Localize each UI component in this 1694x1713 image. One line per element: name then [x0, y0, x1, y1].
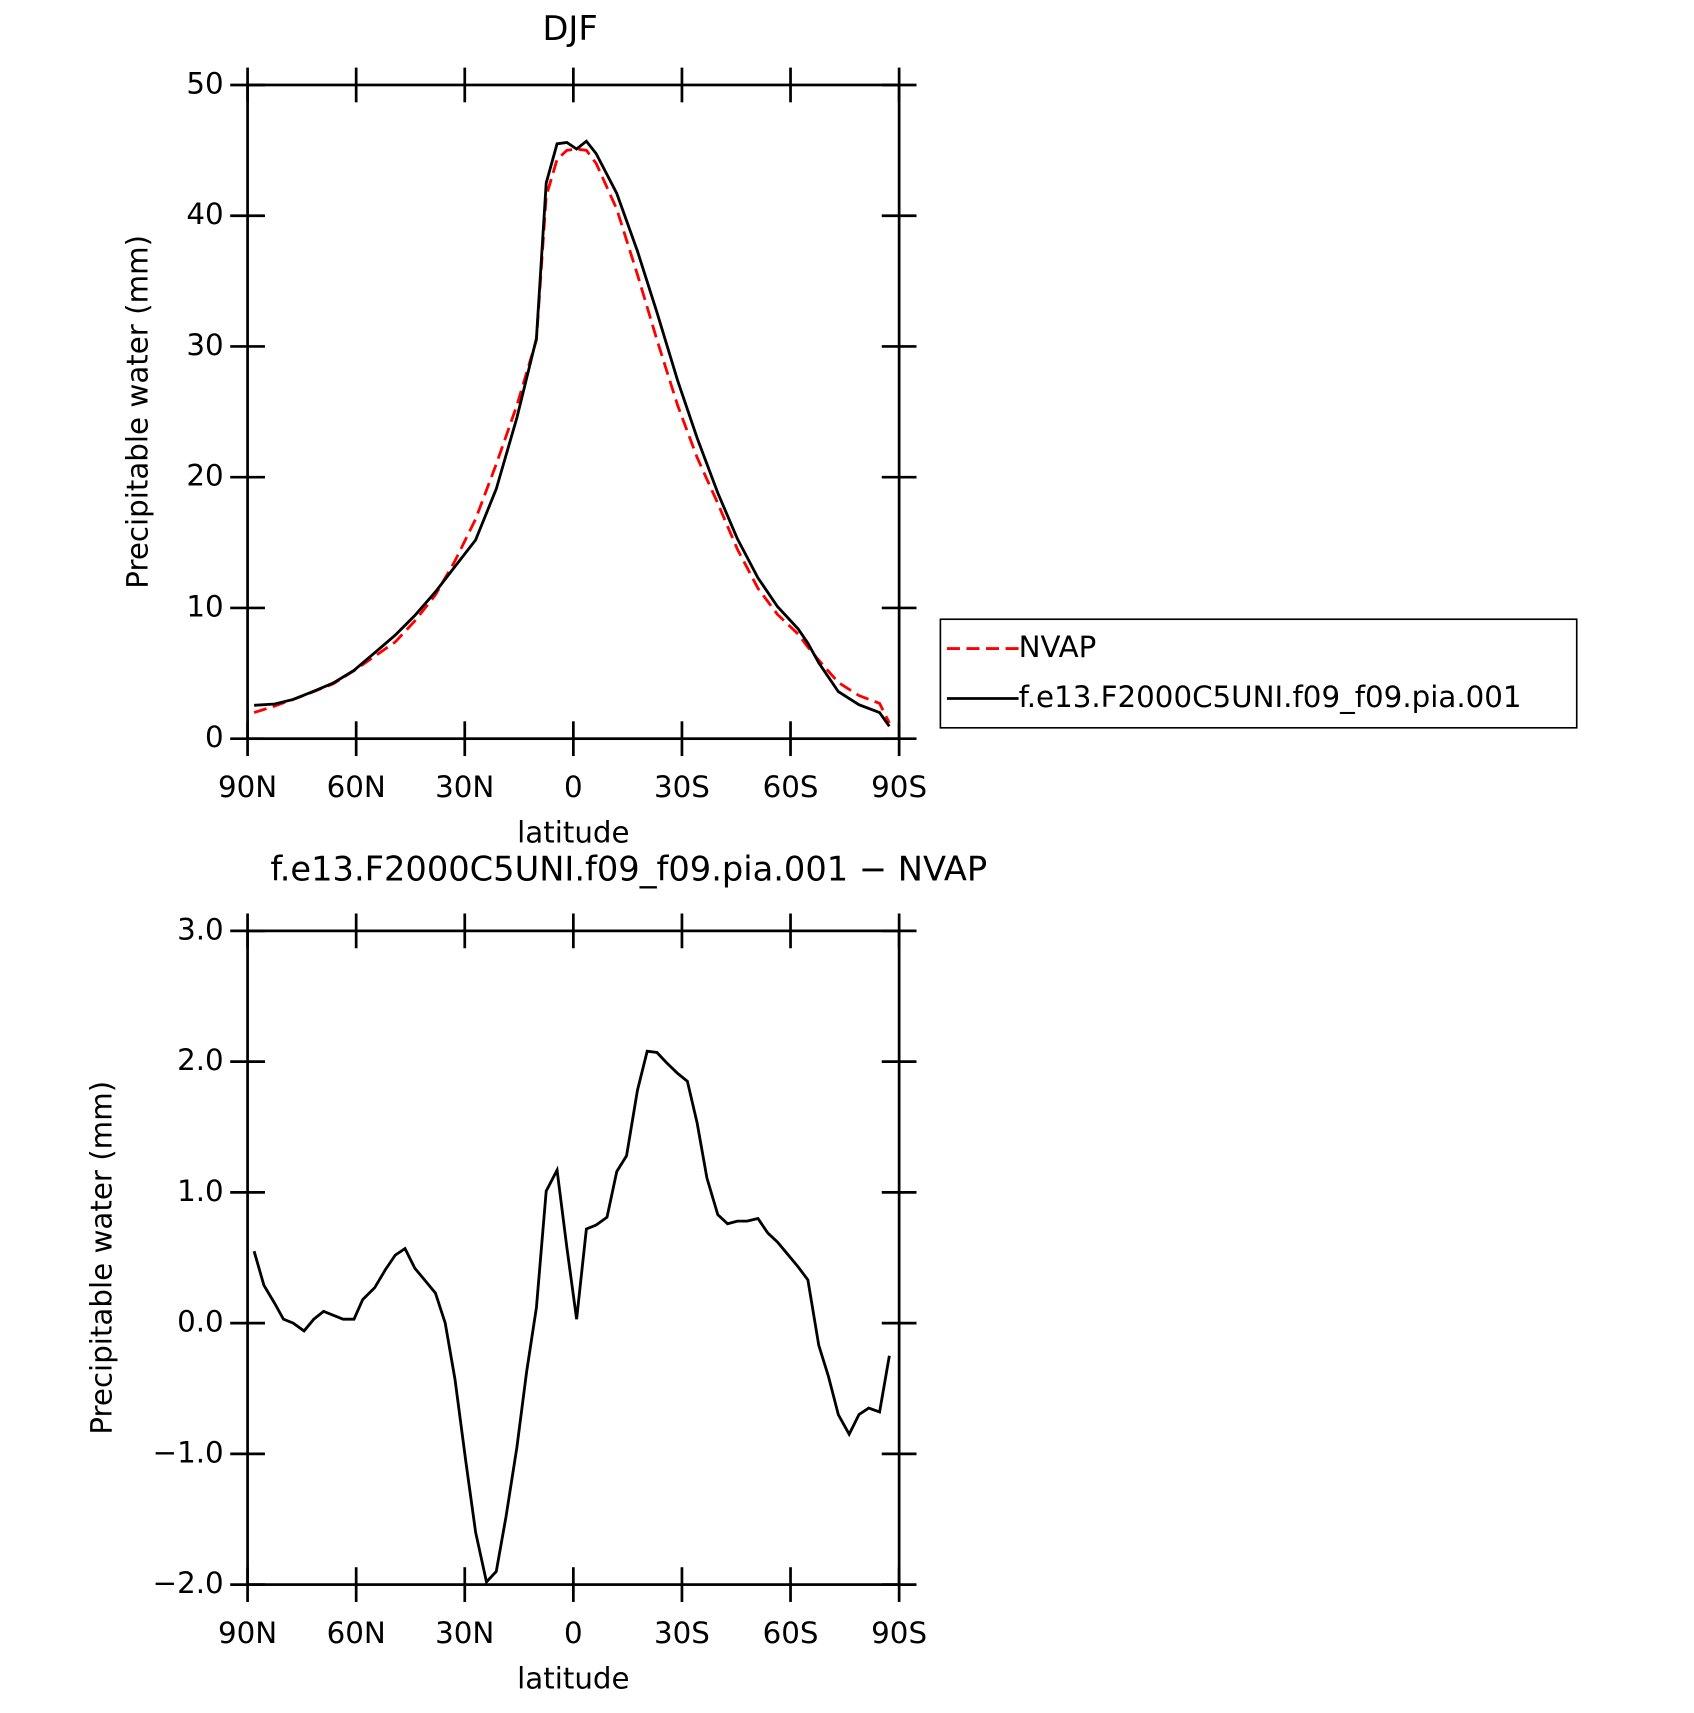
x-tick-label: 60S — [763, 770, 819, 804]
x-tick-label: 60S — [763, 1616, 819, 1650]
y-tick-label: 1.0 — [177, 1174, 224, 1208]
y-tick-label: −1.0 — [153, 1435, 224, 1469]
x-tick-label: 60N — [327, 1616, 386, 1650]
x-tick-label: 30S — [654, 770, 710, 804]
x-tick-label: 90S — [871, 1616, 927, 1650]
x-tick-label: 0 — [564, 1616, 583, 1650]
x-tick-label: 30S — [654, 1616, 710, 1650]
y-tick-label: 40 — [186, 197, 223, 231]
legend-box — [939, 618, 1578, 729]
x-tick-label: 30N — [435, 770, 494, 804]
y-tick-label: 30 — [186, 328, 223, 362]
y-tick-label: −2.0 — [153, 1566, 224, 1600]
y-axis-label: Precipitable water (mm) — [120, 235, 154, 589]
plot-frame — [246, 929, 901, 1586]
x-axis-label: latitude — [517, 816, 629, 850]
x-tick-label: 60N — [327, 770, 386, 804]
data-line — [254, 139, 891, 728]
x-tick-label: 0 — [564, 770, 583, 804]
legend-label: NVAP — [1019, 630, 1097, 664]
y-tick-label: 50 — [186, 66, 223, 100]
x-tick-label: 90N — [218, 1616, 277, 1650]
y-tick-label: 20 — [186, 459, 223, 493]
chart-title: f.e13.F2000C5UNI.f09_f09.pia.001 − NVAP — [270, 850, 987, 889]
y-tick-label: 2.0 — [177, 1043, 224, 1077]
chart-title: DJF — [542, 9, 597, 48]
y-tick-label: 0.0 — [177, 1305, 224, 1339]
x-tick-label: 90S — [871, 770, 927, 804]
x-tick-label: 30N — [435, 1616, 494, 1650]
y-axis-label: Precipitable water (mm) — [85, 1081, 119, 1435]
data-line — [252, 1049, 891, 1585]
legend-label: f.e13.F2000C5UNI.f09_f09.pia.001 — [1019, 680, 1522, 714]
x-tick-label: 90N — [218, 770, 277, 804]
y-tick-label: 0 — [205, 720, 224, 754]
data-line — [253, 147, 891, 724]
y-tick-label: 3.0 — [177, 912, 224, 946]
x-axis-label: latitude — [517, 1662, 629, 1696]
y-tick-label: 10 — [186, 589, 223, 623]
